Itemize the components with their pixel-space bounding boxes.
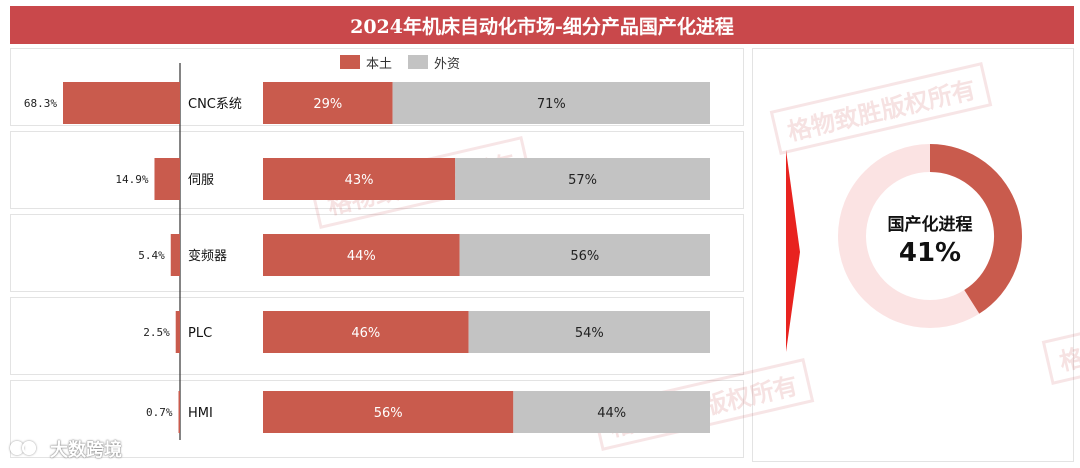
donut-panel: [752, 48, 1074, 462]
legend-label-foreign: 外资: [434, 56, 461, 72]
share-value-label: 5.4%: [138, 249, 165, 262]
stack-label-domestic: 29%: [313, 97, 342, 112]
legend-item-domestic: 本土: [340, 53, 392, 72]
share-bar: [175, 311, 180, 353]
stack-bar-foreign: [392, 82, 710, 124]
chart-title: 2024年机床自动化市场-细分产品国产化进程: [10, 6, 1074, 44]
stack-label-foreign: 44%: [597, 406, 626, 421]
share-value-label: 0.7%: [146, 406, 173, 419]
stack-bar-domestic: [263, 391, 514, 433]
brand-logo-icon: [10, 438, 44, 460]
donut-arc: [929, 144, 1022, 314]
stack-label-foreign: 54%: [575, 326, 604, 341]
legend: 本土 外资: [340, 53, 476, 72]
category-label: 变频器: [188, 248, 227, 264]
share-bar: [178, 391, 180, 433]
legend-label-domestic: 本土: [366, 56, 393, 72]
brand-logo: 大数跨境: [10, 436, 122, 462]
category-label: CNC系统: [188, 97, 242, 112]
pointer-arrow: [786, 150, 800, 352]
legend-item-foreign: 外资: [408, 53, 460, 72]
stack-label-domestic: 44%: [347, 249, 376, 264]
stack-label-domestic: 43%: [345, 173, 374, 188]
category-label: PLC: [188, 326, 212, 341]
stack-bar-domestic: [263, 82, 393, 124]
stack-label-foreign: 56%: [570, 249, 599, 264]
share-value-label: 68.3%: [24, 97, 57, 110]
stack-bar-domestic: [263, 158, 456, 200]
donut-center-value: 41%: [898, 238, 962, 268]
stack-bar-domestic: [263, 234, 460, 276]
share-value-label: 2.5%: [143, 326, 170, 339]
stack-bar-foreign: [513, 391, 710, 433]
brand-name: 大数跨境: [50, 440, 122, 461]
share-value-label: 14.9%: [115, 173, 148, 186]
category-label: 伺服: [188, 173, 214, 188]
share-bar: [170, 234, 180, 276]
stack-bar-foreign: [459, 234, 710, 276]
stack-bar-foreign: [455, 158, 710, 200]
stack-bar-domestic: [263, 311, 469, 353]
category-label: HMI: [188, 406, 213, 421]
stack-label-foreign: 57%: [568, 173, 597, 188]
stack-label-foreign: 71%: [537, 97, 566, 112]
share-bar: [63, 82, 180, 124]
stack-bar-foreign: [468, 311, 710, 353]
stack-label-domestic: 56%: [374, 406, 403, 421]
donut-center-title: 国产化进程: [887, 215, 973, 235]
share-bar: [154, 158, 180, 200]
stack-label-domestic: 46%: [351, 326, 380, 341]
legend-swatch-foreign: [408, 55, 429, 69]
legend-swatch-domestic: [340, 55, 360, 69]
